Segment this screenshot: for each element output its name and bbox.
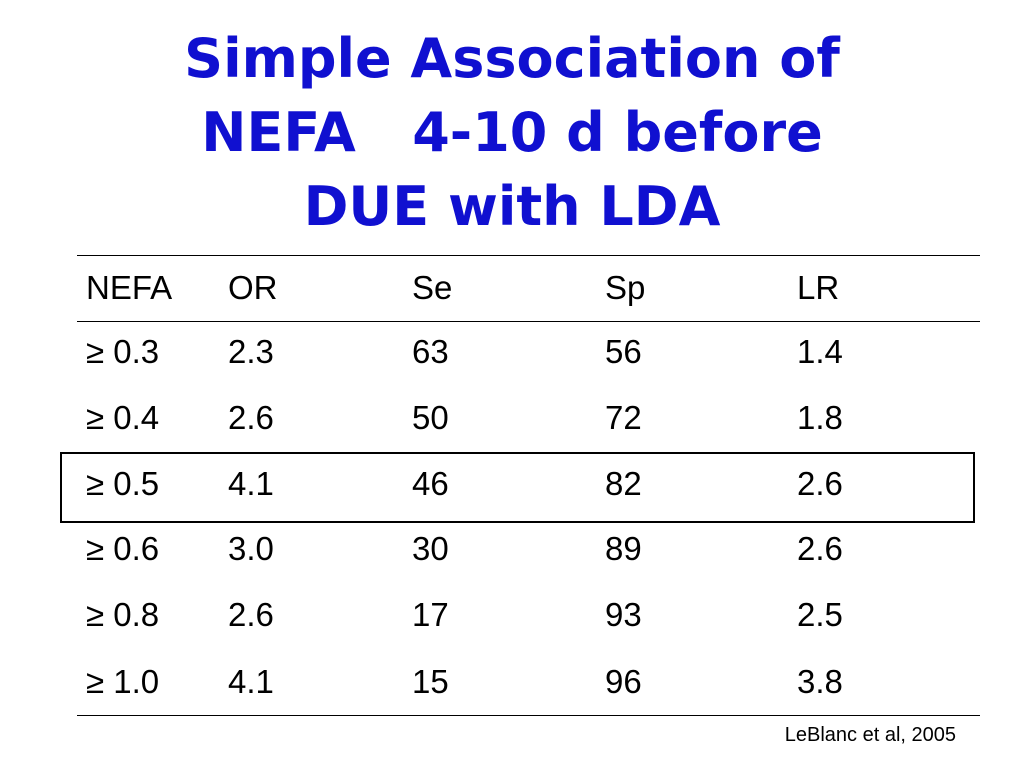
- table-cell: 89: [605, 530, 642, 567]
- title-line: NEFA 4-10 d before: [201, 101, 823, 164]
- table-cell: 82: [605, 465, 642, 502]
- table-cell: 2.6: [228, 399, 274, 436]
- table-cell: 63: [412, 333, 449, 370]
- column-header: LR: [797, 269, 840, 306]
- table-cell: 1.4: [797, 333, 843, 370]
- table-cell: 72: [605, 399, 642, 436]
- table-cell: 2.3: [228, 333, 274, 370]
- table-rule: [77, 715, 980, 716]
- table-cell: ≥ 1.0: [86, 663, 160, 700]
- table-rule: [77, 321, 980, 322]
- table-cell: ≥ 0.6: [86, 530, 160, 567]
- table-cell: 3.8: [797, 663, 843, 700]
- column-header: Sp: [605, 269, 646, 306]
- table-cell: 4.1: [228, 465, 274, 502]
- column-header: Se: [412, 269, 453, 306]
- table-cell: 2.6: [797, 465, 843, 502]
- table-cell: 1.8: [797, 399, 843, 436]
- table-cell: 2.6: [228, 596, 274, 633]
- table-cell: 50: [412, 399, 449, 436]
- citation: LeBlanc et al, 2005: [784, 724, 956, 746]
- table-cell: ≥ 0.4: [86, 399, 160, 436]
- title-line: Simple Association of: [184, 27, 840, 90]
- table-cell: 96: [605, 663, 642, 700]
- table-cell: 46: [412, 465, 449, 502]
- title-line: DUE with LDA: [303, 175, 721, 238]
- highlight-box: [60, 452, 975, 523]
- table-rule: [77, 255, 980, 256]
- table-cell: 3.0: [228, 530, 274, 567]
- column-header: NEFA: [86, 269, 173, 306]
- table-cell: ≥ 0.3: [86, 333, 160, 370]
- table-cell: ≥ 0.8: [86, 596, 160, 633]
- table-cell: 17: [412, 596, 449, 633]
- table-cell: 4.1: [228, 663, 274, 700]
- table-cell: 2.5: [797, 596, 843, 633]
- table-cell: 56: [605, 333, 642, 370]
- table-cell: 30: [412, 530, 449, 567]
- table-cell: ≥ 0.5: [86, 465, 160, 502]
- table-cell: 93: [605, 596, 642, 633]
- table-cell: 2.6: [797, 530, 843, 567]
- table-cell: 15: [412, 663, 449, 700]
- column-header: OR: [228, 269, 278, 306]
